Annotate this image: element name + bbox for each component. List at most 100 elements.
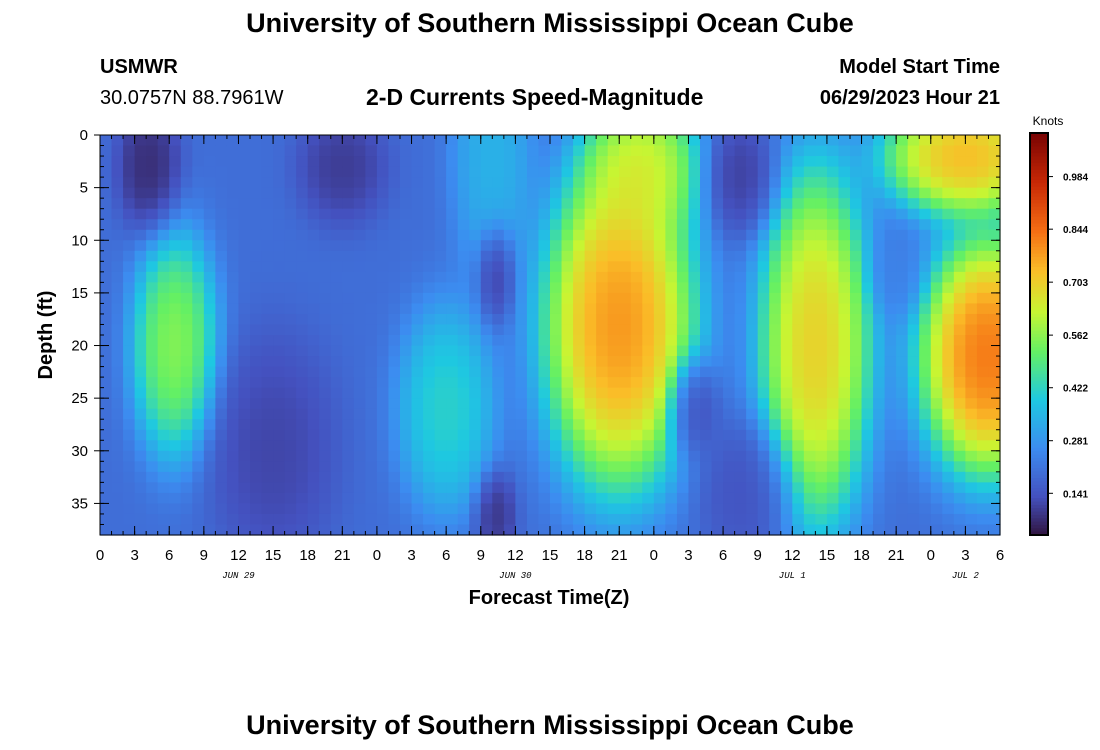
heatmap-cell [342, 492, 355, 505]
heatmap-cell [873, 450, 886, 462]
heatmap-cell [538, 292, 551, 305]
heatmap-cell [723, 250, 736, 262]
heatmap-cell [792, 187, 805, 199]
heatmap-cell [423, 398, 436, 410]
heatmap-cell [850, 219, 863, 231]
heatmap-cell [769, 208, 782, 220]
heatmap-cell [365, 419, 378, 431]
heatmap-cell [757, 292, 770, 305]
heatmap-cell [688, 429, 701, 441]
heatmap-cell [515, 198, 528, 210]
heatmap-cell [492, 366, 505, 378]
heatmap-cell [192, 513, 205, 526]
heatmap-cell [492, 471, 505, 483]
heatmap-cell [930, 398, 943, 410]
heatmap-cell [607, 450, 620, 462]
heatmap-cell [342, 377, 355, 389]
heatmap-cell [273, 356, 286, 368]
heatmap-cell [838, 250, 851, 262]
heatmap-cell [538, 440, 551, 452]
heatmap-cell [930, 356, 943, 368]
heatmap-cell [192, 356, 205, 368]
heatmap-cell [746, 187, 759, 199]
heatmap-cell [284, 387, 297, 399]
heatmap-cell [503, 513, 516, 526]
heatmap-cell [850, 450, 863, 462]
heatmap-cell [850, 356, 863, 368]
heatmap-cell [250, 345, 263, 357]
heatmap-cell [157, 145, 170, 157]
heatmap-cell [988, 292, 1001, 305]
heatmap-cell [250, 387, 263, 399]
heatmap-cell [815, 461, 828, 473]
heatmap-cell [169, 240, 182, 252]
heatmap-cell [873, 313, 886, 326]
colorbar-segment [1030, 360, 1048, 365]
colorbar-segment [1030, 186, 1048, 191]
colorbar-segment [1030, 421, 1048, 426]
heatmap-cell [146, 419, 159, 431]
heatmap-cell [342, 366, 355, 378]
heatmap-cell [642, 166, 655, 178]
heatmap-cell [907, 240, 920, 252]
heatmap-cell [526, 303, 540, 315]
heatmap-cell [157, 229, 170, 241]
heatmap-cell [792, 524, 805, 536]
heatmap-cell [526, 261, 540, 273]
colorbar-segment [1030, 216, 1048, 221]
heatmap-cell [919, 408, 932, 420]
heatmap-cell [376, 492, 390, 505]
heatmap-cell [988, 335, 1001, 347]
colorbar-segment [1030, 273, 1048, 278]
heatmap-cell [953, 461, 966, 473]
heatmap-cell [919, 356, 932, 368]
heatmap-cell [446, 366, 459, 378]
colorbar-segment [1030, 297, 1048, 302]
heatmap-cell [607, 303, 620, 315]
heatmap-cell [492, 271, 505, 283]
heatmap-cell [896, 271, 909, 283]
x-tick-label: 6 [442, 547, 450, 564]
heatmap-cell [330, 198, 343, 210]
heatmap-cell [469, 482, 482, 494]
heatmap-cell [896, 440, 909, 452]
heatmap-cell [619, 366, 632, 378]
heatmap-cell [676, 471, 690, 483]
heatmap-cell [861, 356, 874, 368]
heatmap-cell [365, 292, 378, 305]
heatmap-cell [480, 408, 493, 420]
heatmap-cell [642, 335, 655, 347]
heatmap-cell [469, 513, 482, 526]
heatmap-cell [469, 303, 482, 315]
heatmap-cell [573, 145, 586, 157]
heatmap-cell [792, 450, 805, 462]
heatmap-cell [676, 250, 690, 262]
heatmap-cell [653, 356, 666, 368]
heatmap-cell [642, 398, 655, 410]
heatmap-cell [261, 461, 274, 473]
heatmap-cell [180, 271, 193, 283]
heatmap-cell [365, 503, 378, 515]
colorbar-segment [1030, 404, 1048, 409]
heatmap-cell [907, 492, 920, 505]
heatmap-cell [757, 282, 770, 294]
heatmap-cell [780, 440, 793, 452]
heatmap-cell [907, 208, 920, 220]
heatmap-cell [469, 187, 482, 199]
heatmap-cell [261, 313, 274, 326]
heatmap-cell [100, 503, 113, 515]
heatmap-cell [111, 177, 124, 189]
heatmap-cell [526, 271, 540, 283]
heatmap-cell [780, 282, 793, 294]
heatmap-cell [630, 377, 643, 389]
heatmap-cell [561, 166, 574, 178]
heatmap-cell [884, 282, 897, 294]
x-tick-label: 3 [130, 547, 138, 564]
heatmap-cell [688, 219, 701, 231]
heatmap-cell [423, 292, 436, 305]
heatmap-cell [215, 377, 228, 389]
heatmap-cell [400, 219, 413, 231]
heatmap-cell [434, 503, 447, 515]
colorbar-segment [1030, 521, 1048, 526]
heatmap-cell [388, 524, 401, 536]
